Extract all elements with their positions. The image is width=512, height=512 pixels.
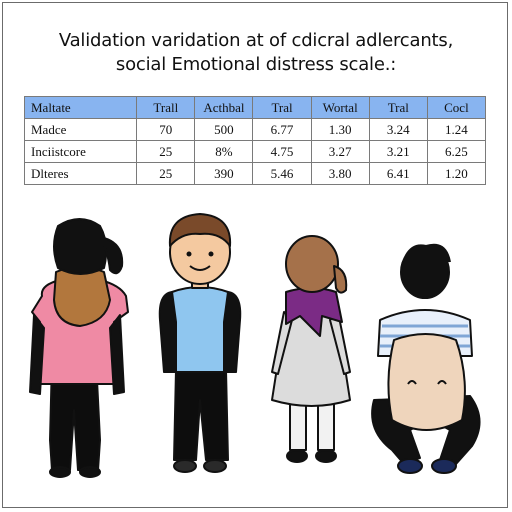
table-cell: 1.24	[426, 118, 487, 141]
table-cell: 1.20	[426, 162, 487, 185]
table-header-cell: Wortal	[310, 96, 370, 119]
table-cell: 3.21	[368, 140, 428, 163]
title-line-1: Validation varidation at of cdicral adle…	[58, 30, 454, 51]
table-cell: 1.30	[310, 118, 370, 141]
data-table: Maltate Trall Acthbal Tral Wortal Tral C…	[23, 96, 487, 185]
table-header-cell: Trall	[136, 96, 196, 119]
table-cell: 390	[194, 162, 254, 185]
table-cell: Inciistcore	[23, 140, 138, 163]
child-blue-shirt-figure	[158, 213, 242, 473]
table-cell: 25	[136, 162, 196, 185]
validation-table: Maltate Trall Acthbal Tral Wortal Tral C…	[23, 96, 487, 185]
table-cell: 4.75	[252, 140, 312, 163]
table-cell: 500	[194, 118, 254, 141]
table-cell: 3.24	[368, 118, 428, 141]
table-cell: 6.77	[252, 118, 312, 141]
child-crouching-figure	[371, 243, 481, 474]
table-header-cell: Cocl	[426, 96, 487, 119]
table-header-cell: Tral	[368, 96, 428, 119]
child-pink-shirt-figure	[29, 218, 129, 478]
table-cell: 6.25	[426, 140, 487, 163]
table-row: Inciistcore 25 8% 4.75 3.27 3.21 6.25	[23, 140, 487, 163]
table-row: Dlteres 25 390 5.46 3.80 6.41 1.20	[23, 162, 487, 185]
table-cell: Dlteres	[23, 162, 138, 185]
table-cell: Madce	[23, 118, 138, 141]
child-grey-dress-figure	[271, 235, 351, 463]
table-cell: 3.80	[310, 162, 370, 185]
table-header-cell: Acthbal	[194, 96, 254, 119]
table-cell: 70	[136, 118, 196, 141]
table-header-cell: Maltate	[23, 96, 138, 119]
children-illustration	[29, 213, 481, 478]
table-cell: 5.46	[252, 162, 312, 185]
table-cell: 3.27	[310, 140, 370, 163]
title-line-2: social Emotional distress scale.:	[115, 54, 397, 75]
table-header-row: Maltate Trall Acthbal Tral Wortal Tral C…	[23, 96, 487, 119]
table-cell: 8%	[194, 140, 254, 163]
table-header-cell: Tral	[252, 96, 312, 119]
table-cell: 6.41	[368, 162, 428, 185]
table-cell: 25	[136, 140, 196, 163]
table-row: Madce 70 500 6.77 1.30 3.24 1.24	[23, 118, 487, 141]
